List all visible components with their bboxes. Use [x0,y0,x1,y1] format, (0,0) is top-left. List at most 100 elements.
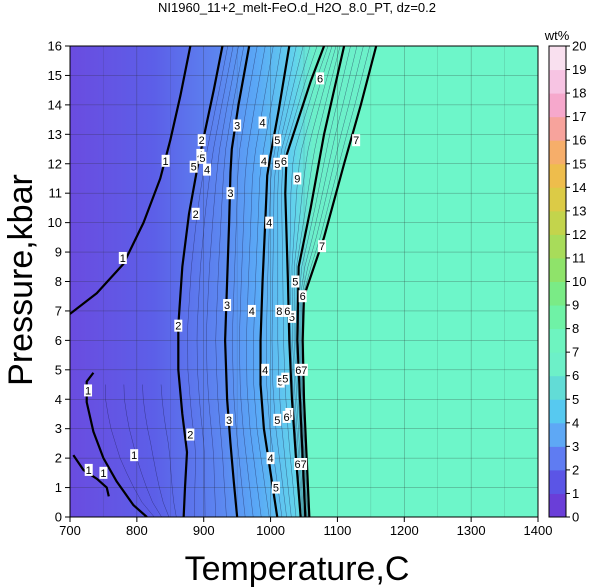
contour-labels: 1111112222333344444444455555555556666667… [84,72,361,495]
y-axis-label: Pressure,kbar [2,174,40,386]
y-tick-label: 9 [55,245,62,260]
contour-label-box [174,319,183,332]
contour-label: 1 [85,385,91,397]
contour-label: 67 [295,459,307,471]
contour-line-1 [72,454,110,497]
y-tick-label: 7 [55,303,62,318]
contour-label: 6 [284,412,290,424]
contour-label: 3 [224,300,230,312]
contour-line-6 [296,46,346,517]
contour-label-box [247,304,256,317]
colorbar-tick-label: 9 [572,298,579,313]
colorbar-segment [549,257,566,282]
contour-label: 4 [268,453,274,465]
colorbar-segment [549,163,566,188]
y-tick-label: 2 [55,451,62,466]
plot-area: 1111112222333344444444455555555556666667… [70,46,538,517]
x-tick-label: 1300 [457,523,486,538]
colorbar-segment [549,493,566,518]
contour-label: 5 [282,374,288,386]
grid [70,46,538,517]
y-tick-label: 14 [48,97,62,112]
contour-label-box [273,413,282,426]
contour-label-box [276,375,285,388]
colorbar-tick-label: 7 [572,345,579,360]
contour-label: 8 [276,306,282,318]
colorbar-tick-label: 2 [572,462,579,477]
contour-label-box [130,449,139,462]
colorbar-tick-label: 10 [572,274,586,289]
y-tick-label: 6 [55,333,62,348]
contour-label-box [189,160,198,173]
contour-label-box [271,481,280,494]
contour-label-box [281,372,290,385]
x-tick-label: 1000 [256,523,285,538]
fine-contour-line [105,384,155,517]
colorbar-tick-label: 19 [572,62,586,77]
colorbar-segment [549,69,566,94]
colorbar-segment [549,469,566,494]
contour-label: 5 [289,312,295,324]
contour-label-box [275,304,284,317]
colorbar-segment [549,352,566,377]
contour-label-box [191,207,200,220]
contour-label-box [203,163,212,176]
contour-label-box [258,116,267,129]
chart-title: NI1960_11+2_melt-FeO.d_H2O_8.0_PT, dz=0.… [158,0,436,15]
contour-label-box [298,290,307,303]
colorbar-segment [549,422,566,447]
contour-label-box [294,458,308,471]
colorbar-segment [549,210,566,235]
colorbar-segment [549,305,566,330]
contour-label: 5 [278,377,284,389]
contour-label-box [293,172,302,185]
contour-label: 3 [234,120,240,132]
colorbar-tick-label: 3 [572,439,579,454]
colorbar-tick-label: 5 [572,392,579,407]
colorbar-tick-label: 0 [572,510,579,525]
contour-label-box [99,466,108,479]
contour-label-box [197,134,206,147]
colorbar-tick-label: 4 [572,415,579,430]
y-tick-label: 1 [55,480,62,495]
y-tick-label: 4 [55,392,62,407]
colorbar-tick-label: 15 [572,156,586,171]
fine-contour-line [142,384,170,517]
contour-label: 6 [281,156,287,168]
contour-label: 67 [295,365,307,377]
colorbar-tick-label: 1 [572,486,579,501]
colorbar-tick-label: 20 [572,39,586,54]
y-tick-label: 11 [49,186,63,201]
contour-label: 5 [199,153,205,165]
colorbar-segment [549,399,566,424]
contour-label-box [318,240,327,253]
contour-label: 6 [284,306,290,318]
y-tick-label: 8 [55,274,62,289]
contour-label: 5 [273,483,279,495]
contour-label-box [294,363,308,376]
y-tick-label: 16 [48,39,62,54]
colorbar-tick-label: 8 [572,321,579,336]
colorbar-segment [549,328,566,353]
colorbar-segment [549,93,566,118]
x-axis-label: Temperature,C [185,550,410,587]
y-tick-label: 5 [55,362,62,377]
contour-label: 1 [163,156,169,168]
contour-label-box [273,157,282,170]
contour-label: 5 [274,135,280,147]
y-tick-label: 12 [48,156,62,171]
contour-label: 4 [204,165,210,177]
contour-label: 2 [199,135,205,147]
x-tick-label: 700 [59,523,81,538]
contour-label: 6 [300,291,306,303]
contour-label: 5 [274,159,280,171]
contour-label: 4 [266,218,272,230]
colorbar-segment [549,116,566,141]
colorbar-segment [549,140,566,165]
contour-label: 4 [261,156,267,168]
colorbar-segment [549,281,566,306]
colorbar-segment [549,187,566,212]
contour-label-box [316,72,325,85]
